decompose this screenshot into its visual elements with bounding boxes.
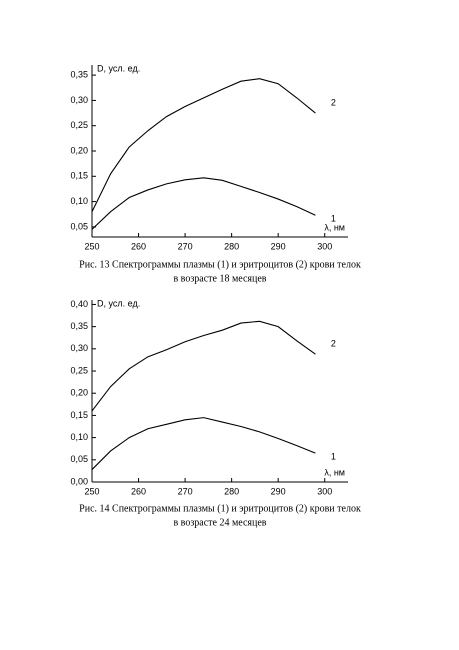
x-axis-title: λ, нм [324,222,345,232]
x-axis-title: λ, нм [324,467,345,477]
y-tick-label: 0,15 [70,410,88,420]
x-tick-label: 270 [178,486,193,496]
x-tick-label: 280 [224,486,239,496]
x-tick-label: 290 [271,486,286,496]
y-tick-label: 0,30 [70,343,88,353]
y-tick-label: 0,20 [70,388,88,398]
series-label: 1 [331,452,336,462]
series-label: 2 [331,339,336,349]
y-tick-label: 0,10 [70,432,88,442]
y-axis-title: D, усл. ед. [97,298,140,308]
x-tick-label: 300 [317,486,332,496]
x-tick-label: 280 [224,241,239,251]
y-tick-label: 0,15 [70,171,88,181]
x-tick-label: 250 [84,241,99,251]
y-tick-label: 0,35 [70,321,88,331]
y-tick-label: 0,05 [70,221,88,231]
y-tick-label: 0,40 [70,299,88,309]
caption: в возрасте 18 месяцев [173,273,266,284]
caption: в возрасте 24 месяцев [173,517,266,528]
x-tick-label: 290 [271,241,286,251]
x-tick-label: 260 [131,486,146,496]
series-label: 1 [331,214,336,224]
y-tick-label: 0,05 [70,454,88,464]
caption: Рис. 14 Спектрограммы плазмы (1) и эритр… [79,503,361,514]
y-tick-label: 0,30 [70,95,88,105]
y-tick-label: 0,20 [70,145,88,155]
x-tick-label: 300 [317,241,332,251]
x-tick-label: 270 [178,241,193,251]
y-tick-label: 0,25 [70,120,88,130]
series-line [91,177,316,230]
caption: Рис. 13 Спектрограммы плазмы (1) и эритр… [79,259,361,270]
series-line [91,78,316,212]
x-tick-label: 260 [131,241,146,251]
series-label: 2 [331,97,336,107]
series-line [91,417,316,470]
x-tick-label: 250 [84,486,99,496]
y-axis-title: D, усл. ед. [97,63,140,73]
y-tick-label: 0,00 [70,476,88,486]
series-line [91,320,316,412]
y-tick-label: 0,35 [70,69,88,79]
y-tick-label: 0,25 [70,365,88,375]
y-tick-label: 0,10 [70,196,88,206]
